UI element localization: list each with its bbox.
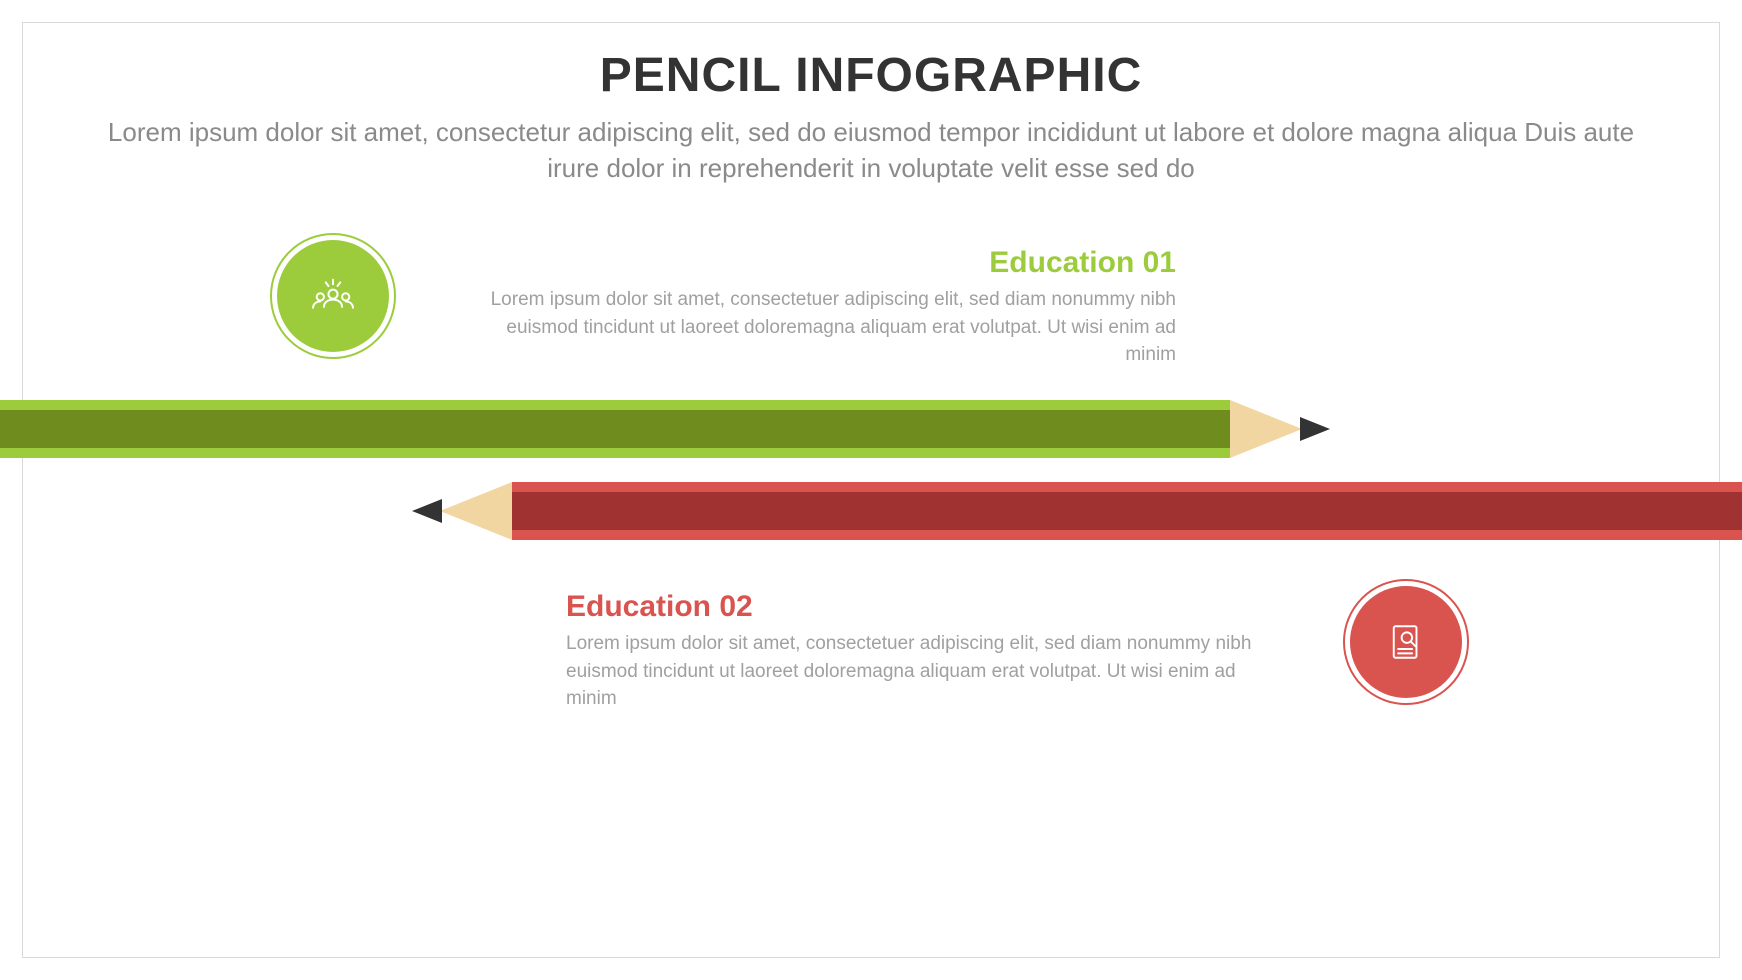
page-subtitle: Lorem ipsum dolor sit amet, consectetur … <box>101 114 1641 187</box>
pencil-wood <box>1230 400 1302 458</box>
pencil-body <box>0 400 1230 458</box>
page-title: PENCIL INFOGRAPHIC <box>0 48 1742 103</box>
pencil-wood <box>440 482 512 540</box>
section-body: Lorem ipsum dolor sit amet, consectetuer… <box>456 286 1176 369</box>
pencil-stripe <box>0 400 1230 410</box>
section-body: Lorem ipsum dolor sit amet, consectetuer… <box>566 630 1286 713</box>
pencil-stripe <box>512 530 1742 540</box>
pencil-lead <box>412 499 442 523</box>
people-icon <box>277 240 389 352</box>
doc-search-icon <box>1350 586 1462 698</box>
pencil-body <box>512 482 1742 540</box>
infographic-root: PENCIL INFOGRAPHIC Lorem ipsum dolor sit … <box>0 0 1742 980</box>
section-heading: Education 02 <box>566 590 1286 624</box>
pencil-lead <box>1300 417 1330 441</box>
section-heading: Education 01 <box>456 246 1176 280</box>
pencil-stripe <box>0 448 1230 458</box>
pencil-stripe <box>512 482 1742 492</box>
pencil-green <box>0 400 1742 458</box>
pencil-red <box>0 482 1742 540</box>
